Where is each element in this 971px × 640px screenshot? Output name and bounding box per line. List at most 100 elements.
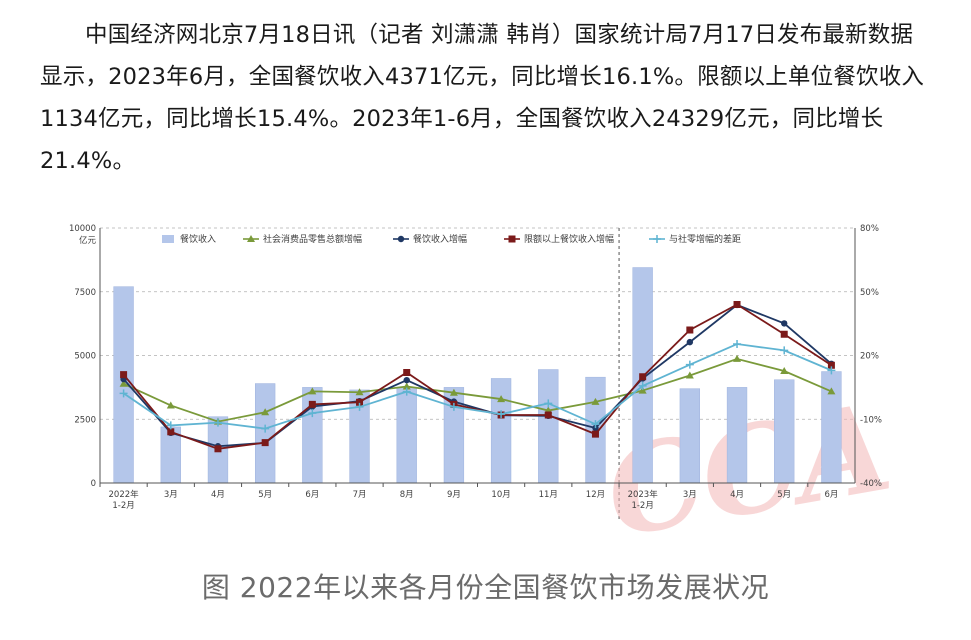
- data-point: [638, 386, 647, 394]
- right-tick-label: 50%: [860, 288, 879, 298]
- data-point: [167, 428, 175, 436]
- data-point: [166, 421, 175, 430]
- legend-label: 社会消费品零售总额增幅: [263, 233, 362, 245]
- x-tick-label: 6月: [305, 490, 319, 500]
- x-tick-label: 3月: [683, 490, 697, 500]
- x-tick-label: 9月: [447, 490, 461, 500]
- catering-chart: CCA 025005000750010000亿元-40%-10%20%50%80…: [69, 224, 900, 532]
- data-point: [639, 373, 647, 381]
- article: 中国经济网北京7月18日讯（记者 刘潇潇 韩肖）国家统计局7月17日发布最新数据…: [40, 14, 935, 182]
- data-point: [308, 387, 317, 395]
- left-tick-label: 2500: [74, 415, 96, 425]
- legend-label: 与社零增幅的差距: [669, 233, 741, 245]
- legend: 餐饮收入 社会消费品零售总额增幅 餐饮收入增幅 限额以上餐饮收入增幅 与社零增幅的差距: [162, 233, 741, 245]
- legend-label: 餐饮收入: [180, 233, 216, 245]
- x-tick-label: 4月: [211, 490, 225, 500]
- x-tick-label: 1-2月: [631, 501, 653, 511]
- data-point: [733, 301, 741, 308]
- bar: [538, 369, 559, 484]
- data-point: [214, 445, 222, 453]
- data-point: [261, 408, 270, 416]
- bar: [254, 383, 276, 484]
- x-tick-label: 11月: [539, 490, 558, 500]
- data-point: [591, 420, 600, 429]
- x-tick-label: 2022年: [109, 489, 140, 500]
- data-point: [308, 409, 317, 418]
- data-point: [261, 439, 269, 447]
- data-point: [638, 381, 647, 390]
- bar: [726, 387, 748, 484]
- data-point: [120, 371, 128, 379]
- right-tick-label: 20%: [860, 352, 879, 362]
- data-point: [355, 388, 364, 396]
- data-point: [686, 338, 694, 346]
- x-tick-label: 1-2月: [112, 501, 134, 511]
- legend-label: 限额以上餐饮收入增幅: [524, 233, 614, 245]
- series-line: [123, 343, 832, 430]
- right-tick-label: -10%: [860, 415, 882, 425]
- x-tick-label: 10月: [491, 490, 510, 500]
- data-point: [166, 401, 175, 409]
- x-tick-label: 5月: [777, 490, 791, 500]
- article-paragraph: 中国经济网北京7月18日讯（记者 刘潇潇 韩肖）国家统计局7月17日发布最新数据…: [40, 22, 925, 174]
- x-tick-label: 2023年: [628, 489, 659, 500]
- data-point: [119, 379, 128, 387]
- right-tick-label: 80%: [860, 224, 879, 234]
- data-point: [653, 235, 661, 243]
- data-point: [686, 326, 694, 334]
- x-tick-label: 3月: [164, 490, 178, 500]
- data-point: [685, 371, 694, 379]
- data-point: [780, 346, 789, 355]
- x-tick-label: 6月: [824, 490, 838, 500]
- data-point: [780, 367, 789, 375]
- bar: [679, 388, 701, 484]
- legend-swatch: [162, 235, 174, 243]
- data-point: [544, 411, 552, 419]
- line-series: [119, 301, 836, 453]
- x-tick-label: 7月: [353, 490, 367, 500]
- data-point: [591, 430, 599, 438]
- data-point: [403, 376, 410, 384]
- data-point: [827, 366, 836, 375]
- left-tick-label: 7500: [74, 288, 96, 298]
- data-point: [261, 424, 270, 433]
- data-point: [685, 360, 694, 369]
- data-point: [497, 395, 506, 403]
- data-point: [355, 402, 364, 411]
- data-point: [827, 387, 836, 395]
- data-point: [356, 398, 364, 406]
- data-point: [508, 235, 516, 243]
- bar: [774, 379, 795, 484]
- left-axis-unit: 亿元: [79, 235, 97, 246]
- legend-label: 餐饮收入增幅: [413, 233, 467, 245]
- series-line: [122, 303, 832, 448]
- data-point: [733, 354, 742, 362]
- data-point: [827, 361, 835, 369]
- data-point: [449, 402, 458, 411]
- data-point: [781, 320, 788, 327]
- grid-lines: [100, 227, 855, 521]
- x-tick-label: 8月: [400, 490, 414, 500]
- left-tick-label: 0: [91, 479, 96, 489]
- left-tick-label: 10000: [69, 224, 96, 234]
- data-point: [733, 340, 742, 349]
- bar: [490, 378, 512, 484]
- data-point: [544, 399, 553, 408]
- x-tick-label: 4月: [730, 490, 744, 500]
- data-point: [247, 235, 255, 242]
- right-tick-label: -40%: [860, 479, 882, 489]
- figure-caption: 图 2022年以来各月份全国餐饮市场发展状况: [201, 571, 770, 604]
- series-line: [123, 357, 832, 423]
- bar: [396, 387, 417, 484]
- data-point: [119, 389, 128, 398]
- data-point: [402, 382, 411, 390]
- data-point: [403, 369, 411, 376]
- bar-series: [113, 267, 842, 484]
- data-point: [780, 330, 788, 338]
- data-point: [213, 418, 222, 427]
- x-tick-label: 12月: [586, 490, 605, 500]
- data-point: [308, 400, 316, 408]
- data-point: [397, 235, 405, 243]
- left-tick-label: 5000: [74, 352, 96, 362]
